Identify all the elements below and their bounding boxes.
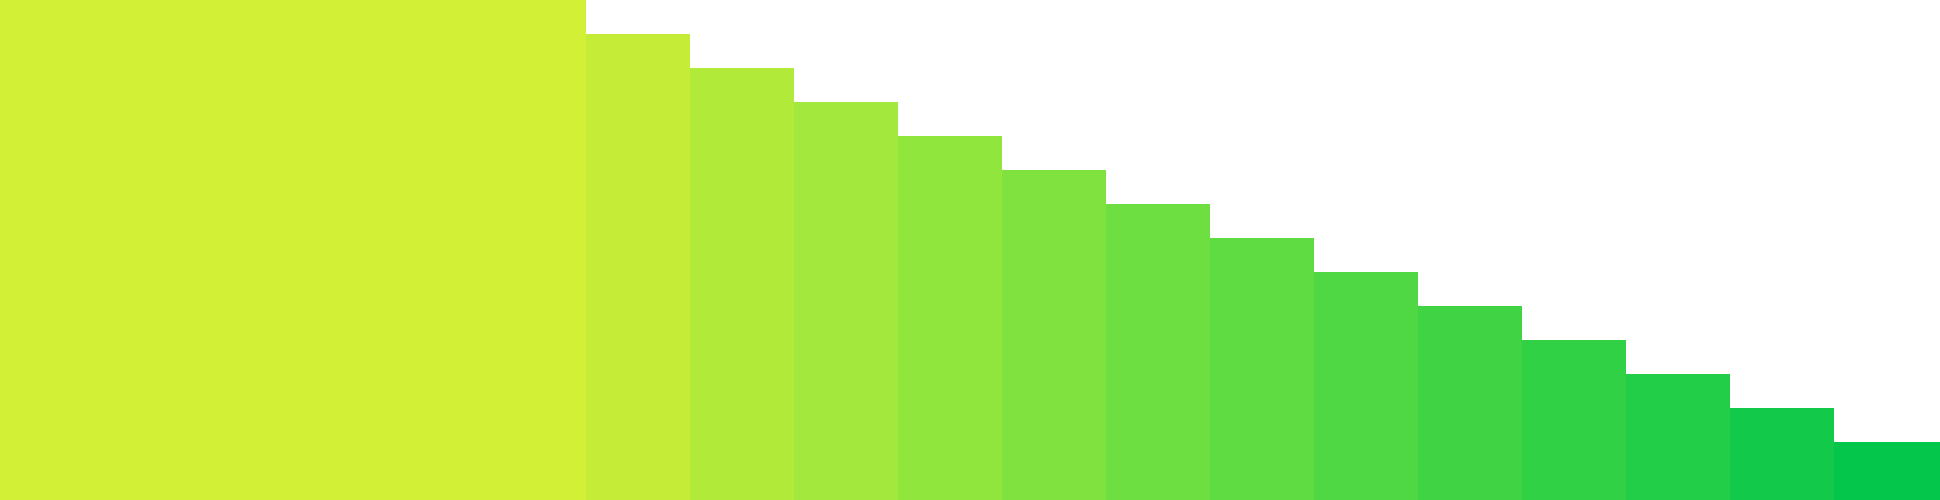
gradient-step xyxy=(1522,340,1626,500)
gradient-step xyxy=(586,34,690,500)
gradient-step xyxy=(0,0,586,500)
gradient-step xyxy=(1106,204,1210,500)
gradient-step xyxy=(1418,306,1522,500)
gradient-step xyxy=(1730,408,1834,500)
gradient-step xyxy=(794,102,898,500)
gradient-step xyxy=(898,136,1002,500)
gradient-step xyxy=(1626,374,1730,500)
gradient-step xyxy=(1834,442,1940,500)
gradient-step xyxy=(1002,170,1106,500)
gradient-step xyxy=(1210,238,1314,500)
gradient-step xyxy=(690,68,794,500)
gradient-step xyxy=(1314,272,1418,500)
